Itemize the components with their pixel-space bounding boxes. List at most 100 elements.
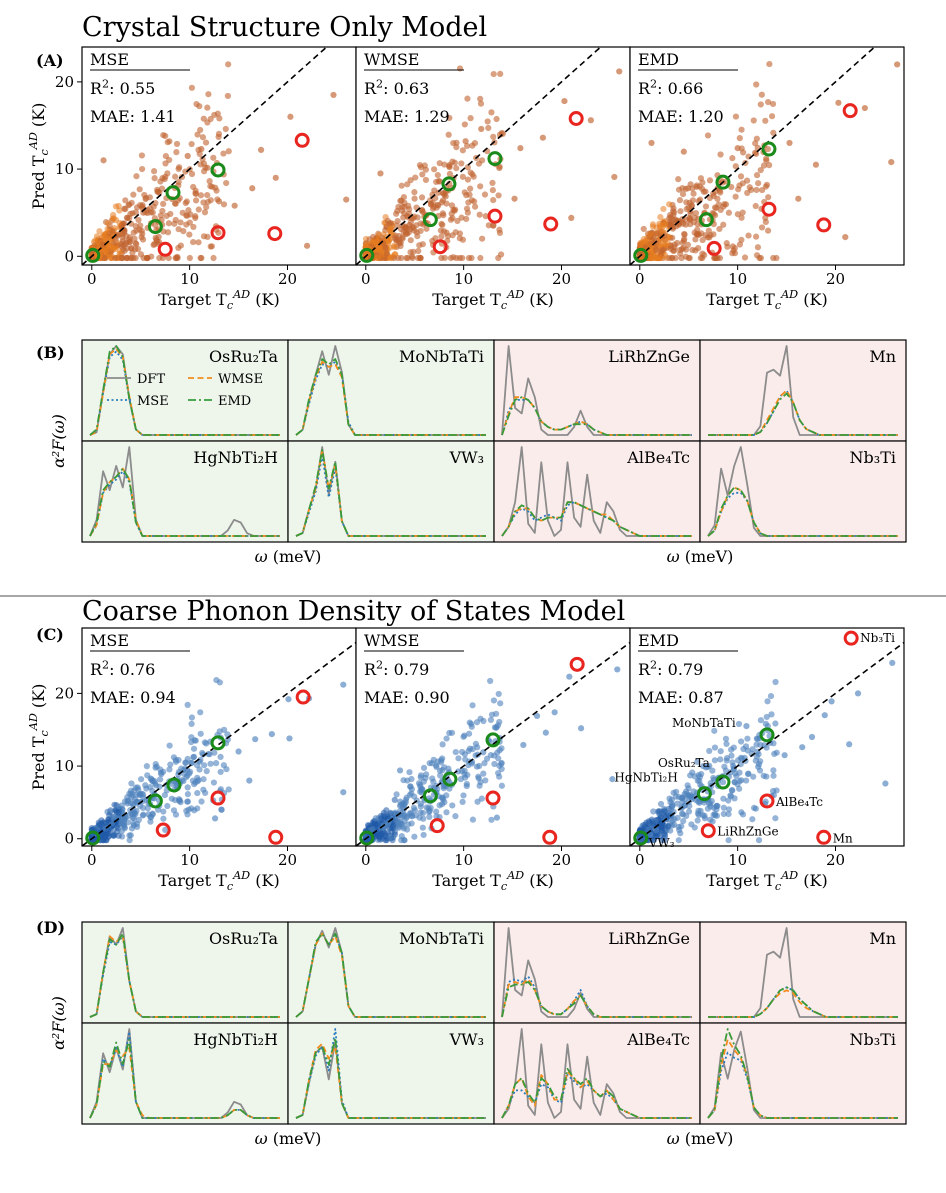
- scatter-point: [482, 213, 489, 220]
- identity-line: [82, 47, 328, 265]
- scatter-point: [153, 782, 160, 789]
- scatter-point: [410, 215, 417, 222]
- scatter-point: [763, 155, 770, 162]
- scatter-point: [203, 204, 210, 211]
- scatter-point: [773, 254, 780, 262]
- scatter-point: [135, 216, 142, 224]
- mae-metric: MAE: 1.20: [638, 107, 724, 126]
- scatter-point: [164, 229, 172, 236]
- scatter-point: [131, 809, 138, 816]
- scatter-point: [493, 724, 500, 731]
- highlight-good-marker: [359, 830, 375, 846]
- scatter-point: [197, 709, 204, 716]
- scatter-point: [668, 254, 676, 262]
- mae-metric: MAE: 1.29: [364, 107, 450, 126]
- scatter-point: [124, 800, 131, 807]
- scatter-point: [441, 254, 448, 262]
- scatter-point: [483, 755, 491, 762]
- scatter-point: [738, 809, 745, 816]
- scatter-point: [674, 800, 681, 807]
- scatter-point: [257, 146, 265, 153]
- scatter-point: [188, 84, 196, 91]
- highlight-bad-marker: [843, 630, 859, 646]
- scatter-point: [417, 227, 424, 235]
- scatter-point: [217, 753, 224, 760]
- scatter-point: [223, 179, 230, 187]
- wmse-series-line: [89, 347, 280, 436]
- scatter-point: [252, 736, 259, 743]
- scatter-point: [164, 170, 171, 177]
- scatter-point: [412, 174, 419, 181]
- scatter-point: [551, 709, 558, 716]
- scatter-point: [477, 254, 484, 262]
- scatter-point: [495, 254, 502, 262]
- scatter-point: [745, 232, 752, 239]
- scatter-point: [765, 99, 772, 106]
- scatter-point: [200, 199, 207, 206]
- scatter-point: [160, 815, 167, 822]
- scatter-point: [753, 233, 760, 240]
- scatter-point: [188, 140, 195, 148]
- scatter-point: [744, 747, 751, 754]
- highlight-good-marker: [715, 774, 731, 790]
- scatter-point: [147, 784, 154, 791]
- scatter-point: [706, 177, 714, 184]
- scatter-point: [173, 140, 181, 148]
- highlight-bad-marker: [294, 132, 310, 148]
- scatter-point: [757, 717, 764, 724]
- scatter-point: [786, 139, 793, 147]
- scatter-point: [846, 741, 853, 748]
- scatter-point: [681, 231, 688, 238]
- material-label: MoNbTaTi: [399, 347, 484, 366]
- scatter-point: [752, 202, 759, 210]
- scatter-point: [680, 817, 687, 825]
- spectrum-background: [700, 922, 906, 1023]
- scatter-point: [401, 203, 408, 211]
- scatter-point: [491, 760, 498, 768]
- scatter-point: [734, 145, 741, 152]
- scatter-point: [725, 209, 732, 216]
- scatter-point: [420, 831, 427, 839]
- highlight-good-marker: [633, 830, 649, 846]
- scatter-point: [113, 808, 120, 815]
- scatter-point: [151, 175, 158, 182]
- scatter-point: [411, 195, 418, 202]
- scatter-point: [466, 745, 474, 752]
- scatter-point: [692, 236, 699, 243]
- spectrum-background: [82, 1023, 288, 1124]
- scatter-point: [202, 139, 210, 146]
- scatter-point: [736, 778, 743, 785]
- scatter-point: [687, 772, 694, 779]
- scatter-point: [200, 115, 207, 122]
- data-points: [82, 47, 350, 265]
- scatter-point: [753, 135, 760, 142]
- scatter-point: [148, 253, 155, 260]
- scatter-point: [156, 254, 163, 262]
- scatter-point: [496, 718, 503, 726]
- scatter-point: [707, 816, 714, 823]
- scatter-point: [736, 182, 743, 189]
- scatter-point: [762, 218, 769, 226]
- scatter-point: [411, 189, 418, 196]
- scatter-point: [749, 746, 756, 753]
- scatter-point: [476, 762, 483, 770]
- scatter-point: [141, 191, 148, 199]
- scatter-point: [709, 767, 716, 774]
- scatter-point: [766, 31, 772, 37]
- material-label: LiRhZnGe: [608, 347, 690, 366]
- scatter-point: [694, 758, 701, 765]
- scatter-point: [268, 730, 275, 738]
- scatter-point: [705, 227, 712, 234]
- scatter-point: [458, 160, 465, 167]
- scatter-point: [708, 797, 715, 805]
- wmse-series-line: [89, 1047, 280, 1119]
- scatter-point: [396, 802, 404, 810]
- scatter-point: [452, 748, 459, 756]
- spectra-group-coarse: OsRu₂Ta MoNbTaTi LiRhZnGe Mn HgNbTi₂H VW₃ AlBe…: [49, 921, 907, 1148]
- highlight-good-marker: [442, 771, 458, 787]
- scatter-point: [758, 91, 765, 98]
- scatter-point: [123, 232, 130, 240]
- scatter-point: [100, 837, 107, 844]
